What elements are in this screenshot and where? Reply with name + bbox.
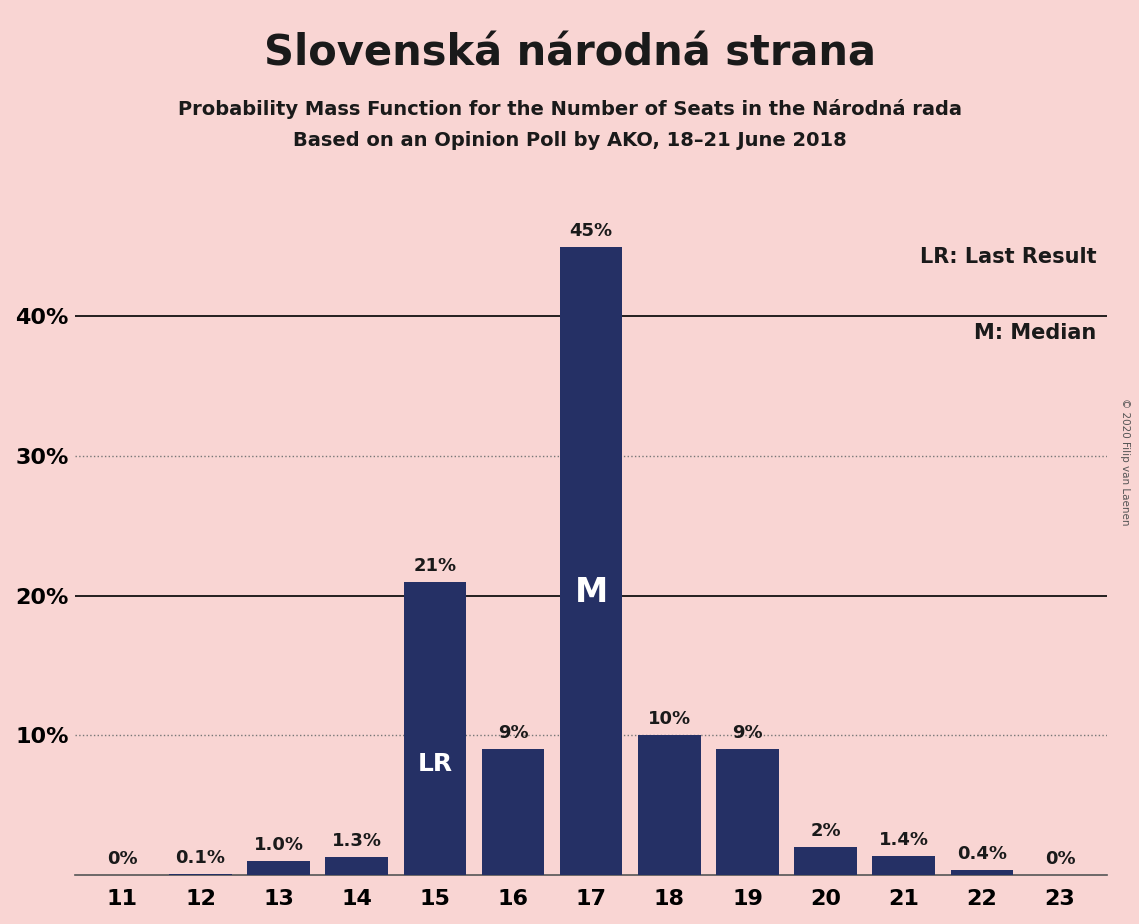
Text: Slovenská národná strana: Slovenská národná strana <box>263 32 876 74</box>
Text: 1.4%: 1.4% <box>879 831 928 848</box>
Text: Based on an Opinion Poll by AKO, 18–21 June 2018: Based on an Opinion Poll by AKO, 18–21 J… <box>293 131 846 151</box>
Bar <box>326 857 388 875</box>
Bar <box>403 582 466 875</box>
Text: LR: Last Result: LR: Last Result <box>920 247 1097 266</box>
Bar <box>638 736 700 875</box>
Text: 0.4%: 0.4% <box>957 845 1007 862</box>
Text: 10%: 10% <box>648 711 691 728</box>
Text: 9%: 9% <box>498 724 528 742</box>
Text: M: Median: M: Median <box>974 323 1097 344</box>
Text: © 2020 Filip van Laenen: © 2020 Filip van Laenen <box>1121 398 1130 526</box>
Bar <box>247 861 310 875</box>
Bar <box>951 869 1014 875</box>
Bar <box>170 874 231 875</box>
Text: 45%: 45% <box>570 222 613 239</box>
Bar <box>794 847 857 875</box>
Text: M: M <box>574 576 608 609</box>
Text: 21%: 21% <box>413 557 457 575</box>
Text: LR: LR <box>417 751 452 775</box>
Bar <box>716 749 779 875</box>
Bar <box>560 247 622 875</box>
Text: 1.0%: 1.0% <box>254 836 304 854</box>
Bar <box>872 856 935 875</box>
Text: 2%: 2% <box>810 822 841 840</box>
Bar <box>482 749 544 875</box>
Text: 1.3%: 1.3% <box>331 832 382 850</box>
Text: Probability Mass Function for the Number of Seats in the Národná rada: Probability Mass Function for the Number… <box>178 99 961 119</box>
Text: 9%: 9% <box>732 724 763 742</box>
Text: 0%: 0% <box>107 850 138 869</box>
Text: 0.1%: 0.1% <box>175 849 226 867</box>
Text: 0%: 0% <box>1044 850 1075 869</box>
